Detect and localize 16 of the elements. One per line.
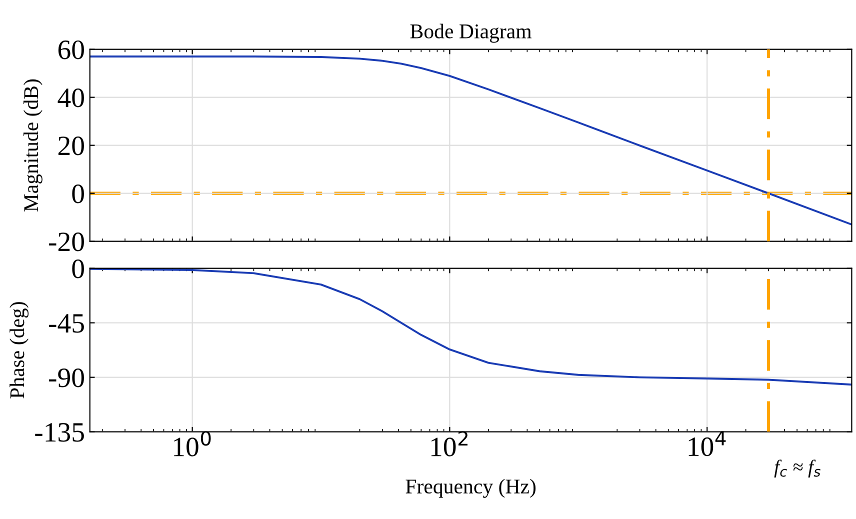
y-tick-label: 60 — [58, 40, 84, 60]
y-tick-label: 20 — [58, 136, 84, 156]
y-tick-label: 0 — [72, 184, 84, 204]
y-axis-title: Magnitude (dB) — [23, 79, 42, 212]
y-tick-label: -45 — [49, 314, 84, 333]
y-tick-label: 40 — [58, 88, 84, 108]
x-tick-label: 10$^{0}$ — [174, 431, 211, 456]
y-tick-label: -90 — [49, 368, 84, 388]
y-tick-label: -20 — [49, 232, 84, 252]
x-axis-title: Frequency (Hz) — [406, 478, 536, 498]
ref-line-label: f$_{c}$ ≈ f$_{s}$ — [774, 460, 820, 478]
y-tick-label: -135 — [35, 423, 84, 442]
y-axis-title: Phase (deg) — [10, 302, 29, 398]
x-tick-label: 10$^{4}$ — [688, 431, 726, 456]
chart-title: Bode Diagram — [410, 24, 532, 43]
y-tick-label: 0 — [72, 259, 84, 278]
